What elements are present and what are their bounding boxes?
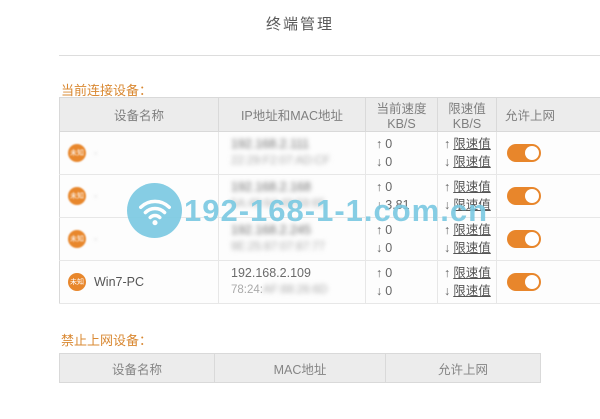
device-name-cell: 未知 · <box>60 230 218 248</box>
section-connected-devices-label: 当前连接设备： <box>61 83 153 98</box>
up-arrow-icon: ↑ <box>376 180 383 194</box>
col-header-allow-internet: 允许上网 <box>385 353 541 383</box>
device-name: · <box>94 147 98 159</box>
up-arrow-icon: ↑ <box>376 137 383 151</box>
allow-internet-toggle[interactable] <box>507 144 541 162</box>
up-arrow-icon: ↑ <box>444 180 451 194</box>
up-arrow-icon: ↑ <box>444 137 451 151</box>
download-speed: 0 <box>385 241 393 255</box>
current-speed-cell: ↑ 0 ↓ 3.81 <box>366 178 437 214</box>
device-name: Win7-PC <box>94 275 145 289</box>
down-arrow-icon: ↓ <box>376 284 383 298</box>
col-header-device-name: 设备名称 <box>59 353 215 383</box>
upload-limit-link[interactable]: 限速值 <box>453 223 491 237</box>
connected-table-header-row: 设备名称 IP地址和MAC地址 当前速度KB/S 限速值KB/S 允许上网 <box>59 97 600 132</box>
device-name-cell: 未知 · <box>60 187 218 205</box>
up-arrow-icon: ↑ <box>376 223 383 237</box>
upload-speed: 0 <box>385 223 393 237</box>
masked-mac-part: AF:88:26:6D <box>262 284 328 296</box>
toggle-knob <box>525 146 539 160</box>
down-arrow-icon: ↓ <box>376 155 383 169</box>
down-arrow-icon: ↓ <box>444 155 451 169</box>
ip-address: 192.168.2.111 <box>231 137 310 151</box>
upload-speed: 0 <box>385 266 393 280</box>
col-header-device-name: 设备名称 <box>59 97 219 132</box>
toggle-knob <box>525 189 539 203</box>
download-limit-link[interactable]: 限速值 <box>453 155 491 169</box>
section-blocked-devices-label: 禁止上网设备： <box>61 333 153 348</box>
download-speed: 3.81 <box>385 198 410 212</box>
up-arrow-icon: ↑ <box>444 266 451 280</box>
ip-address: 192.168.2.245 <box>231 223 311 237</box>
table-row: 未知 · 192.168.2.245 9E:25:87:07:87:77 ↑ 0 … <box>59 217 600 261</box>
ip-mac-cell: 192.168.2.111 22:29:F2:07:AD:CF <box>219 136 365 170</box>
current-speed-cell: ↑ 0 ↓ 0 <box>366 221 437 257</box>
download-limit-link[interactable]: 限速值 <box>453 241 491 255</box>
speed-limit-cell: ↑ 限速值 ↓ 限速值 <box>438 264 496 300</box>
down-arrow-icon: ↓ <box>376 241 383 255</box>
table-row: 未知 · 192.168.2.168 5A:49:64:49:59:65 ↑ 0 … <box>59 174 600 218</box>
col-header-speed-limit: 限速值KB/S <box>437 97 497 132</box>
current-speed-cell: ↑ 0 ↓ 0 <box>366 264 437 300</box>
download-limit-link[interactable]: 限速值 <box>453 198 491 212</box>
col-header-mac-address: MAC地址 <box>214 353 386 383</box>
current-speed-cell: ↑ 0 ↓ 0 <box>366 135 437 171</box>
unknown-device-badge-icon: 未知 <box>68 144 86 162</box>
ip-address: 192.168.2.168 <box>231 180 311 194</box>
upload-limit-link[interactable]: 限速值 <box>453 266 491 280</box>
table-row: 未知 Win7-PC 192.168.2.109 78:24:AF:88:26:… <box>59 260 600 304</box>
down-arrow-icon: ↓ <box>444 241 451 255</box>
up-arrow-icon: ↑ <box>376 266 383 280</box>
speed-limit-cell: ↑ 限速值 ↓ 限速值 <box>438 135 496 171</box>
mac-address: 5A:49:64:49:59:65 <box>231 198 325 210</box>
mac-address: 9E:25:87:07:87:77 <box>231 241 325 253</box>
speed-limit-cell: ↑ 限速值 ↓ 限速值 <box>438 178 496 214</box>
ip-address: 192.168.2.109 <box>231 266 311 280</box>
unknown-device-badge-icon: 未知 <box>68 230 86 248</box>
device-name: · <box>94 233 98 245</box>
download-limit-link[interactable]: 限速值 <box>453 284 491 298</box>
device-name-cell: 未知 · <box>60 144 218 162</box>
col-header-ip-mac: IP地址和MAC地址 <box>218 97 366 132</box>
table-row: 未知 · 192.168.2.111 22:29:F2:07:AD:CF ↑ 0 … <box>59 131 600 175</box>
upload-limit-link[interactable]: 限速值 <box>453 180 491 194</box>
allow-internet-toggle[interactable] <box>507 273 541 291</box>
col-header-allow-internet: 允许上网 <box>496 97 600 132</box>
down-arrow-icon: ↓ <box>444 284 451 298</box>
mac-address: 22:29:F2:07:AD:CF <box>231 155 331 167</box>
page-title: 终端管理 <box>265 16 334 33</box>
upload-limit-link[interactable]: 限速值 <box>453 137 491 151</box>
connected-devices-table: 设备名称 IP地址和MAC地址 当前速度KB/S 限速值KB/S 允许上网 未知… <box>59 97 600 304</box>
toggle-knob <box>525 275 539 289</box>
down-arrow-icon: ↓ <box>376 198 383 212</box>
upload-speed: 0 <box>385 180 393 194</box>
ip-mac-cell: 192.168.2.245 9E:25:87:07:87:77 <box>219 222 365 256</box>
col-header-current-speed: 当前速度KB/S <box>365 97 438 132</box>
download-speed: 0 <box>385 155 393 169</box>
down-arrow-icon: ↓ <box>444 198 451 212</box>
ip-mac-cell: 192.168.2.168 5A:49:64:49:59:65 <box>219 179 365 213</box>
mac-address: 78:24:AF:88:26:6D <box>231 284 328 296</box>
download-speed: 0 <box>385 284 393 298</box>
ip-mac-cell: 192.168.2.109 78:24:AF:88:26:6D <box>219 265 365 299</box>
unknown-device-badge-icon: 未知 <box>68 187 86 205</box>
upload-speed: 0 <box>385 137 393 151</box>
blocked-devices-table: 设备名称 MAC地址 允许上网 <box>59 353 541 383</box>
toggle-knob <box>525 232 539 246</box>
up-arrow-icon: ↑ <box>444 223 451 237</box>
allow-internet-toggle[interactable] <box>507 187 541 205</box>
allow-internet-toggle[interactable] <box>507 230 541 248</box>
device-name: · <box>94 190 98 202</box>
device-name-cell: 未知 Win7-PC <box>60 273 218 291</box>
header-divider <box>59 55 600 56</box>
unknown-device-badge-icon: 未知 <box>68 273 86 291</box>
speed-limit-cell: ↑ 限速值 ↓ 限速值 <box>438 221 496 257</box>
blocked-table-header-row: 设备名称 MAC地址 允许上网 <box>59 353 541 383</box>
